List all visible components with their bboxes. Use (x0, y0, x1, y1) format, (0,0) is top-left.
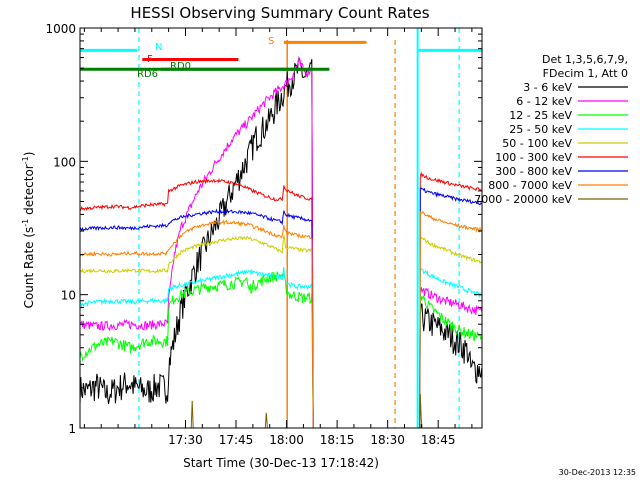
x-tick-label: 17:45 (219, 433, 254, 447)
legend: Det 1,3,5,6,7,9, FDecim 1, Att 0 3 - 6 k… (474, 53, 628, 206)
x-tick-label: 18:30 (370, 433, 405, 447)
marker-label-f: F (147, 54, 153, 65)
series-line-300-800-kev (80, 187, 482, 428)
legend-header-line-1: Det 1,3,5,6,7,9, (542, 53, 628, 66)
series-line-25-50-kev (80, 266, 482, 428)
series-line-6-12-kev (80, 56, 482, 428)
footer-date: 30-Dec-2013 12:35 (559, 468, 636, 477)
legend-header-line-2: FDecim 1, Att 0 (543, 67, 628, 80)
legend-label: 6 - 12 keV (516, 95, 572, 108)
plot-area: NF RD0 S RD6 (80, 28, 482, 428)
chart-title: HESSI Observing Summary Count Rates (130, 4, 429, 22)
legend-label: 12 - 25 keV (509, 109, 572, 122)
marker-label-rd0: RD0 (170, 61, 191, 72)
legend-label: 3 - 6 keV (523, 81, 572, 94)
y-axis-label: Count Rate (s-1 detector-1) (21, 152, 36, 309)
x-tick-label: 17:30 (168, 433, 203, 447)
legend-label: 25 - 50 keV (509, 123, 572, 136)
legend-label: 50 - 100 keV (502, 137, 572, 150)
legend-label: 100 - 300 keV (495, 151, 572, 164)
legend-label: 300 - 800 keV (495, 165, 572, 178)
series-line-3-6-kev (80, 55, 482, 428)
series-line-7000-20000-kev (80, 393, 482, 428)
y-axis: 1 10 100 1000 (45, 22, 482, 436)
series-line-12-25-kev (80, 271, 482, 428)
plot-clipped-group (80, 28, 482, 428)
legend-label: 7000 - 20000 keV (474, 193, 572, 206)
y-tick-label: 1 (68, 422, 76, 436)
plot-frame (79, 27, 483, 429)
x-axis-label: Start Time (30-Dec-13 17:18:42) (183, 456, 379, 470)
series-line-800-7000-kev (80, 210, 482, 428)
series-line-100-300-kev (80, 171, 482, 428)
y-tick-label: 10 (61, 289, 76, 303)
y-tick-label: 100 (53, 155, 76, 169)
legend-label: 800 - 7000 keV (488, 179, 572, 192)
x-tick-label: 18:45 (421, 433, 456, 447)
marker-label-s: S (268, 36, 274, 47)
x-tick-label: 18:15 (320, 433, 355, 447)
marker-label-n: N (155, 42, 162, 53)
x-tick-label: 18:00 (269, 433, 304, 447)
x-axis: 17:30 17:45 18:00 18:15 18:30 18:45 (83, 28, 473, 447)
y-tick-label: 1000 (45, 22, 76, 36)
marker-label-rd6: RD6 (137, 69, 158, 80)
series-line-50-100-kev (80, 235, 482, 428)
